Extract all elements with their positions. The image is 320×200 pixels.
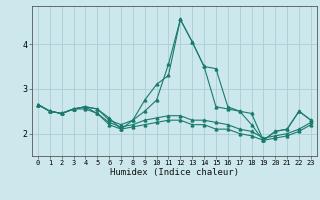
X-axis label: Humidex (Indice chaleur): Humidex (Indice chaleur) <box>110 168 239 177</box>
